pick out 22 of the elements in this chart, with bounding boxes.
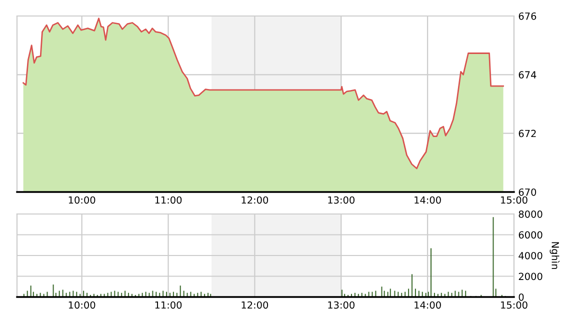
y-tick-label: 2000: [518, 272, 542, 280]
x-tick-label: 10:00: [68, 301, 96, 309]
y-tick-label: 4000: [518, 252, 542, 260]
y-axis-title: Nghìn: [550, 242, 560, 269]
y-tick-label: 0: [518, 293, 524, 301]
x-tick-label: 12:00: [242, 196, 268, 204]
x-tick-label: 13:00: [328, 196, 354, 204]
y-tick-label: 8000: [518, 210, 542, 218]
x-tick-label: 13:00: [328, 301, 354, 309]
y-tick-label: 676: [518, 12, 536, 20]
y-tick-label: 674: [518, 71, 536, 78]
x-tick-label: 11:00: [155, 301, 182, 309]
x-tick-label: 12:00: [242, 301, 268, 309]
y-tick-label: 672: [518, 130, 536, 138]
y-tick-label: 6000: [518, 231, 542, 239]
x-tick-label: 15:00: [501, 301, 528, 309]
x-tick-label: 10:00: [68, 196, 96, 204]
y-tick-label: 670: [518, 188, 536, 196]
x-tick-label: 14:00: [414, 301, 441, 309]
x-tick-label: 11:00: [155, 196, 182, 204]
x-tick-label: 14:00: [414, 196, 441, 204]
x-tick-label: 15:00: [501, 196, 528, 204]
